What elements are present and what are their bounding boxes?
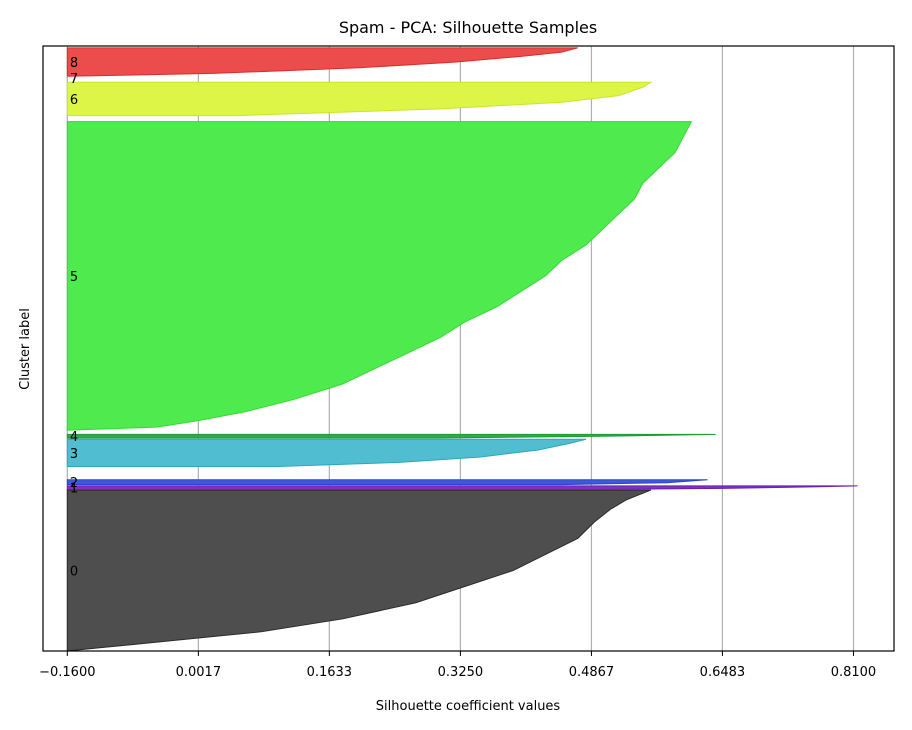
cluster-3-label: 3 — [70, 447, 78, 462]
cluster-4-silhouette — [66, 433, 716, 439]
label-layer: 0 12 3 4 5 6 78 — [70, 56, 78, 580]
cluster-8-silhouette — [66, 47, 579, 77]
x-tick-label: 0.8100 — [831, 665, 877, 680]
x-tick-label: 0.0017 — [176, 665, 222, 680]
cluster-4-label: 4 — [70, 430, 78, 445]
cluster-0-silhouette — [66, 489, 652, 652]
x-tick-label: 0.3250 — [438, 665, 484, 680]
plot-frame — [42, 45, 895, 652]
x-tick-layer: −0.1600 0.0017 0.1633 0.3250 0.4867 0.6483 0.8… — [39, 651, 876, 680]
x-tick-label: 0.6483 — [700, 665, 746, 680]
cluster-0-label: 0 — [70, 565, 78, 580]
cluster-1-silhouette — [66, 485, 858, 490]
x-tick-label: 0.4867 — [569, 665, 615, 680]
cluster-3-silhouette — [66, 438, 587, 467]
cluster-2-silhouette — [66, 479, 708, 486]
x-tick-label: 0.1633 — [307, 665, 353, 680]
y-axis-label: Cluster label — [18, 308, 33, 390]
cluster-5-silhouette — [66, 121, 693, 431]
cluster-6-silhouette — [66, 81, 653, 117]
cluster-layer — [66, 47, 858, 652]
cluster-8-label: 8 — [70, 56, 78, 71]
cluster-2-label: 2 — [70, 476, 78, 491]
cluster-1-label: 1 — [70, 482, 78, 497]
cluster-7-label: 7 — [70, 72, 78, 87]
chart-title: Spam - PCA: Silhouette Samples — [339, 18, 597, 37]
cluster-5-label: 5 — [70, 270, 78, 285]
x-axis-label: Silhouette coefficient values — [376, 699, 561, 714]
x-tick-label: −0.1600 — [39, 665, 95, 680]
cluster-6-label: 6 — [70, 93, 78, 108]
